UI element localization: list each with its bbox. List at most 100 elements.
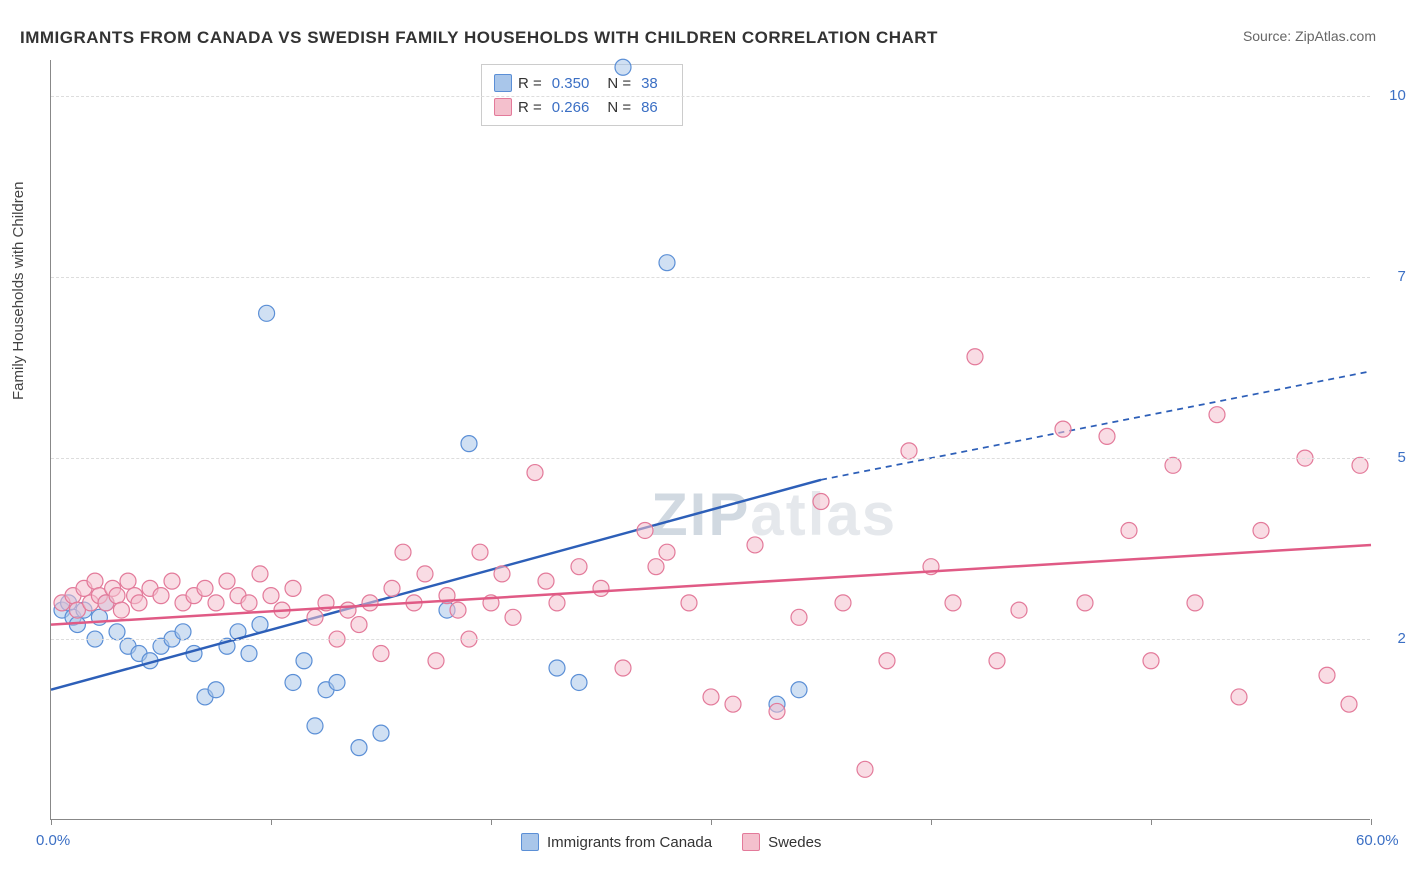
data-point [571,674,587,690]
data-point [175,624,191,640]
data-point [241,646,257,662]
x-tick [711,819,712,825]
x-tick [51,819,52,825]
data-point [373,725,389,741]
data-point [615,59,631,75]
x-tick-label: 60.0% [1356,832,1399,849]
data-point [857,761,873,777]
data-point [472,544,488,560]
data-point [197,580,213,596]
data-point [615,660,631,676]
data-point [461,436,477,452]
data-point [1121,522,1137,538]
data-point [384,580,400,596]
data-point [747,537,763,553]
x-tick [271,819,272,825]
data-point [1055,421,1071,437]
data-point [1077,595,1093,611]
x-tick-label: 0.0% [36,832,70,849]
legend-item-swedes: Swedes [742,833,821,851]
legend-label-canada: Immigrants from Canada [547,834,712,851]
data-point [428,653,444,669]
data-point [296,653,312,669]
x-tick [1151,819,1152,825]
data-point [538,573,554,589]
data-point [252,566,268,582]
x-tick [1371,819,1372,825]
y-tick-label: 100.0% [1380,87,1406,104]
data-point [1011,602,1027,618]
data-point [637,522,653,538]
data-point [417,566,433,582]
data-point [120,573,136,589]
legend-item-canada: Immigrants from Canada [521,833,712,851]
data-point [450,602,466,618]
data-point [813,494,829,510]
data-point [208,595,224,611]
y-tick-label: 50.0% [1380,449,1406,466]
data-point [285,580,301,596]
gridline [51,639,1370,640]
swatch-swedes-icon [742,833,760,851]
data-point [153,588,169,604]
data-point [1209,407,1225,423]
data-point [967,349,983,365]
chart-title: IMMIGRANTS FROM CANADA VS SWEDISH FAMILY… [20,28,938,48]
data-point [351,740,367,756]
data-point [1352,457,1368,473]
data-point [791,682,807,698]
swatch-canada-icon [521,833,539,851]
data-point [1341,696,1357,712]
data-point [307,718,323,734]
data-point [329,674,345,690]
data-point [879,653,895,669]
data-point [69,617,85,633]
data-point [505,609,521,625]
x-tick [491,819,492,825]
data-point [1253,522,1269,538]
gridline [51,277,1370,278]
data-point [494,566,510,582]
gridline [51,96,1370,97]
y-tick-label: 25.0% [1380,630,1406,647]
data-point [659,544,675,560]
data-point [1231,689,1247,705]
data-point [901,443,917,459]
trend-line [51,545,1371,625]
data-point [549,660,565,676]
data-point [362,595,378,611]
data-point [527,465,543,481]
data-point [263,588,279,604]
data-point [109,588,125,604]
data-point [681,595,697,611]
data-point [285,674,301,690]
data-point [1319,667,1335,683]
data-point [1165,457,1181,473]
chart-container: IMMIGRANTS FROM CANADA VS SWEDISH FAMILY… [0,0,1406,892]
data-point [340,602,356,618]
data-point [208,682,224,698]
plot-svg [51,60,1370,819]
data-point [945,595,961,611]
trend-line-extrapolated [821,371,1371,480]
data-point [1099,428,1115,444]
data-point [593,580,609,596]
data-point [351,617,367,633]
data-point [109,624,125,640]
data-point [131,595,147,611]
data-point [241,595,257,611]
data-point [1143,653,1159,669]
y-axis-label: Family Households with Children [10,182,27,400]
data-point [113,602,129,618]
gridline [51,458,1370,459]
data-point [87,573,103,589]
data-point [571,559,587,575]
y-tick-label: 75.0% [1380,268,1406,285]
plot-area: ZIPatlas R = 0.350 N = 38 R = 0.266 N = … [50,60,1370,820]
data-point [791,609,807,625]
data-point [703,689,719,705]
series-legend: Immigrants from Canada Swedes [521,833,821,851]
data-point [835,595,851,611]
data-point [259,305,275,321]
data-point [1187,595,1203,611]
